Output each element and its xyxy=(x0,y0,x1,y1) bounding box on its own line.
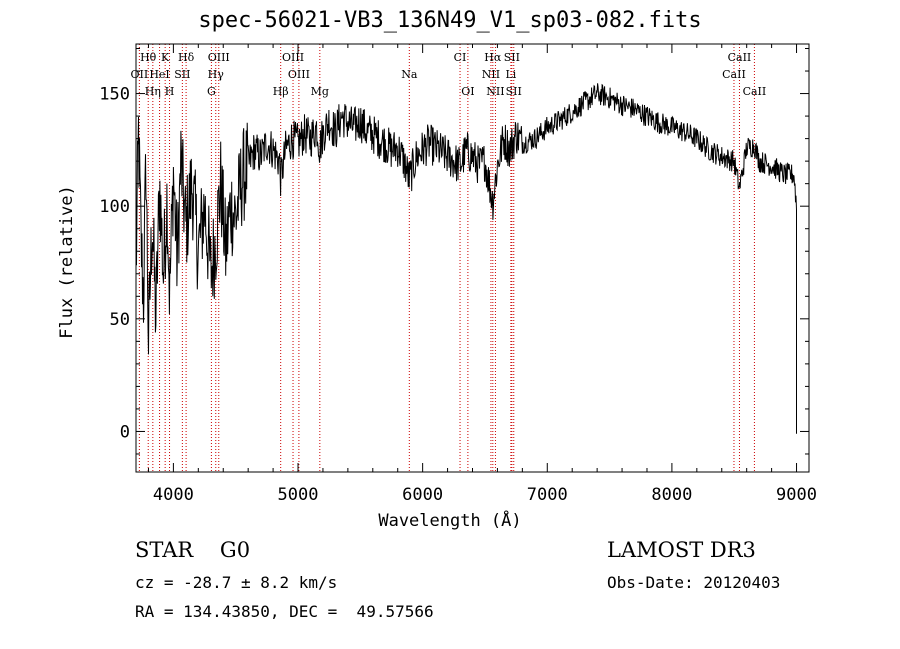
line-label: SII xyxy=(506,85,522,98)
line-label: H xyxy=(165,85,175,98)
line-label: OI xyxy=(461,85,474,98)
line-label: OIII xyxy=(208,51,230,64)
line-label: OIII xyxy=(288,68,310,81)
line-label: Hη xyxy=(145,85,161,98)
line-label: Na xyxy=(401,68,418,81)
x-tick-label: 8000 xyxy=(651,485,692,505)
coordinates-info: RA = 134.43850, DEC = 49.57566 xyxy=(135,602,434,621)
x-tick-label: 5000 xyxy=(278,485,319,505)
line-label: SII xyxy=(504,51,520,64)
y-tick-label: 50 xyxy=(110,310,130,330)
y-tick-label: 0 xyxy=(120,422,130,442)
x-tick-label: 4000 xyxy=(153,485,194,505)
line-label: G xyxy=(207,85,216,98)
redshift-info: cz = -28.7 ± 8.2 km/s xyxy=(135,573,338,592)
line-label: CI xyxy=(454,51,467,64)
survey-name: LAMOST DR3 xyxy=(607,538,756,562)
line-label: Hθ xyxy=(140,51,157,64)
y-tick-label: 150 xyxy=(99,85,130,105)
line-label: K xyxy=(161,51,170,64)
x-tick-label: 6000 xyxy=(402,485,443,505)
line-label: OIII xyxy=(282,51,304,64)
line-label: NII xyxy=(486,85,504,98)
line-label: Hα xyxy=(484,51,502,64)
x-tick-label: 9000 xyxy=(776,485,817,505)
line-label: CaII xyxy=(728,51,752,64)
line-label: Hβ xyxy=(273,85,289,98)
line-label: CaII xyxy=(722,68,746,81)
line-label: NII xyxy=(482,68,500,81)
object-class: STAR G0 xyxy=(135,538,251,562)
line-label: Mg xyxy=(311,85,329,98)
observation-date: Obs-Date: 20120403 xyxy=(607,573,781,592)
y-tick-label: 100 xyxy=(99,197,130,217)
x-tick-label: 7000 xyxy=(527,485,568,505)
line-label: OII xyxy=(131,68,149,81)
spectrum-line xyxy=(135,83,797,434)
y-axis-label: Flux (relative) xyxy=(57,185,77,339)
chart-title: spec-56021-VB3_136N49_V1_sp03-082.fits xyxy=(198,8,702,33)
line-label: Hδ xyxy=(178,51,195,64)
line-label: HeI xyxy=(149,68,169,81)
line-label: Hγ xyxy=(208,68,225,81)
line-label: Li xyxy=(505,68,516,81)
line-label: CaII xyxy=(743,85,767,98)
line-label: SII xyxy=(174,68,190,81)
x-axis-label: Wavelength (Å) xyxy=(378,511,522,531)
plot-frame xyxy=(135,43,810,473)
